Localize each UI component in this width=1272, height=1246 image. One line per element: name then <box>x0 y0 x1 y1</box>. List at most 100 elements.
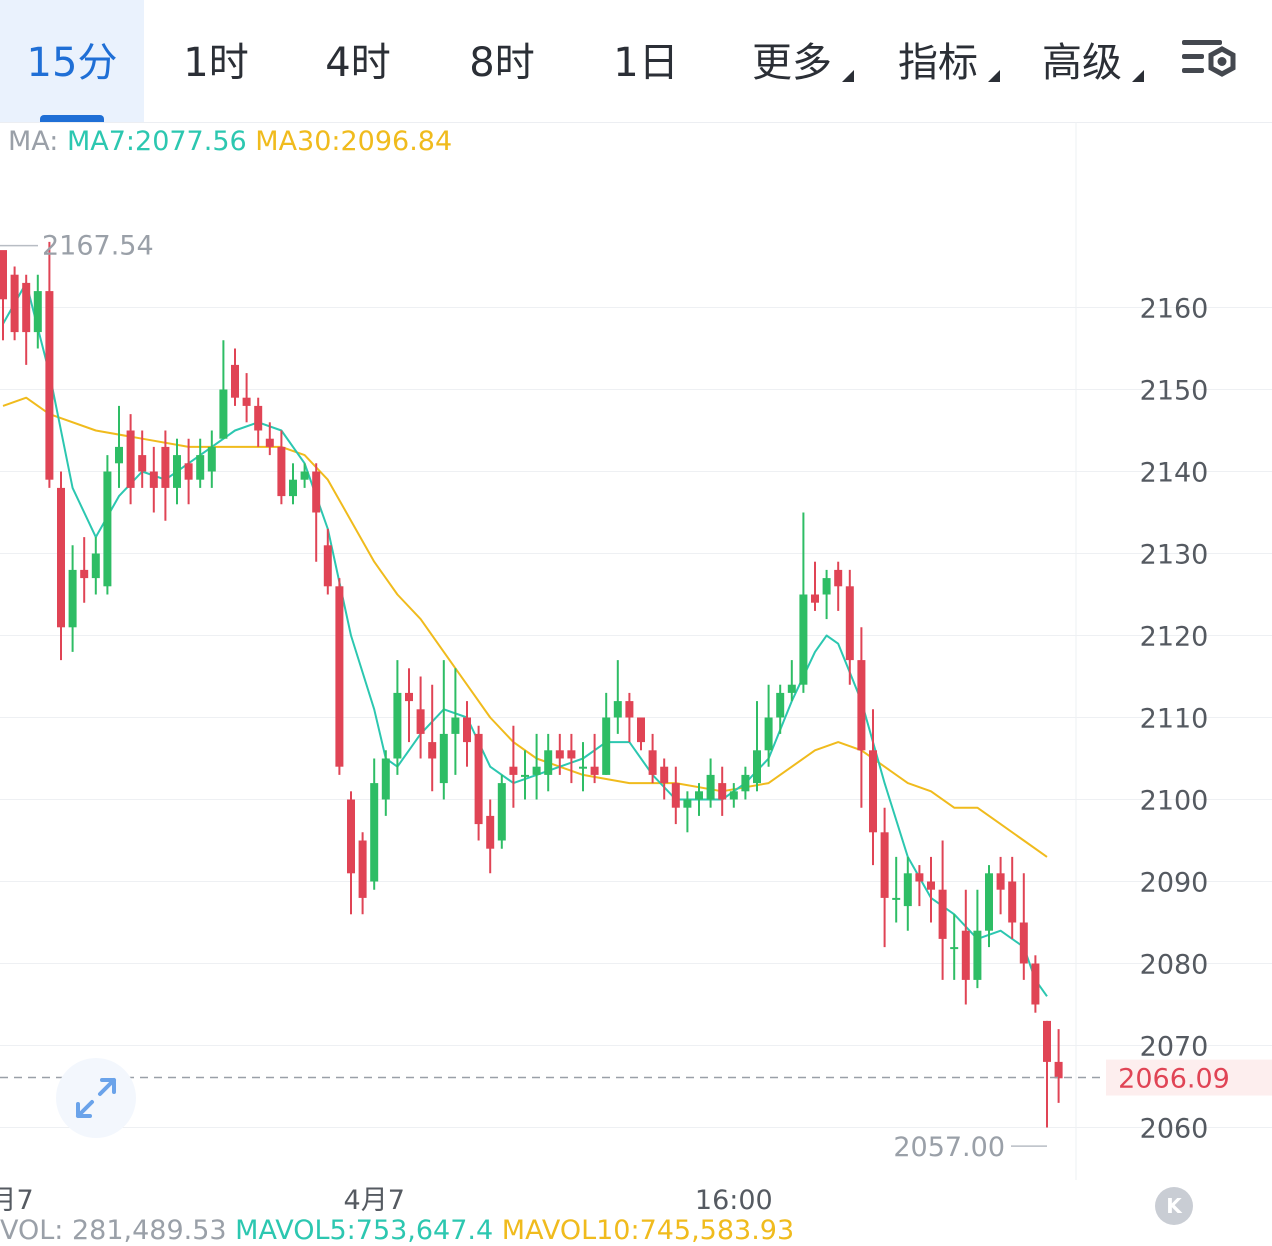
tab-1h[interactable]: 1时 <box>164 0 268 122</box>
candle <box>33 274 42 349</box>
candle <box>138 430 147 488</box>
candle <box>509 725 518 808</box>
candle-body <box>961 930 970 980</box>
candle <box>648 733 657 784</box>
tab-advanced[interactable]: 高级 <box>1036 0 1144 122</box>
vol-value: VOL: 281,489.53 <box>0 1215 227 1246</box>
candle <box>1031 955 1040 1013</box>
candle <box>822 569 831 620</box>
mavol10-value: MAVOL10:745,583.93 <box>501 1215 795 1246</box>
candle <box>973 889 982 989</box>
candle <box>242 373 251 423</box>
low-price-label: 2057.00 <box>893 1132 1005 1163</box>
candle-body <box>103 471 112 587</box>
candle <box>219 340 228 439</box>
candle <box>323 528 332 595</box>
candle <box>347 791 355 915</box>
candle <box>985 865 993 948</box>
grid-lines <box>0 122 1272 1180</box>
candle <box>428 684 437 792</box>
candle <box>799 512 808 693</box>
tab-label: 15分 <box>26 40 118 86</box>
fullscreen-button[interactable] <box>56 1058 136 1138</box>
y-axis-tick-label: 2140 <box>1140 458 1209 489</box>
candle <box>671 766 680 825</box>
candle-body <box>207 446 216 472</box>
candle <box>184 438 193 505</box>
candle-body <box>149 471 158 488</box>
candle-body <box>68 569 77 628</box>
candle-body <box>474 733 483 825</box>
chart-settings-icon <box>1182 40 1236 77</box>
candle <box>254 397 263 447</box>
candle-body <box>184 463 193 480</box>
candle <box>0 250 7 341</box>
candle-body <box>300 471 309 480</box>
candle-body <box>463 717 471 743</box>
jump-to-latest-icon: K <box>1166 1194 1182 1218</box>
candle <box>869 709 877 866</box>
candle <box>335 578 344 775</box>
candle-body <box>857 660 866 751</box>
tab-1d[interactable]: 1日 <box>594 0 698 122</box>
candlestick-chart[interactable]: 2060 2070 2080 2090 2100 2110 2120 2130 2140 2150… <box>0 122 1272 1212</box>
candle-body <box>950 947 959 950</box>
candle-body <box>335 586 344 767</box>
candle-body <box>219 389 228 439</box>
candle <box>474 725 483 841</box>
candle <box>532 733 541 800</box>
candle <box>149 446 158 513</box>
candle <box>80 537 89 603</box>
candle <box>416 676 425 759</box>
y-axis-tick-label: 2150 <box>1140 376 1209 407</box>
candle <box>996 856 1005 915</box>
expand-arrows-icon <box>76 1078 116 1118</box>
last-price-label: 2066.09 <box>1118 1064 1230 1095</box>
candle <box>358 832 367 915</box>
candle-body <box>80 569 89 579</box>
candle <box>950 914 959 980</box>
candle <box>265 422 274 456</box>
candle-body <box>996 873 1005 890</box>
candle-body <box>323 545 332 587</box>
candle <box>938 840 947 980</box>
candle <box>845 569 854 685</box>
candle-body <box>381 758 390 800</box>
x-axis-tick-label: 4月7 <box>0 1185 34 1212</box>
candle-body <box>115 446 123 464</box>
candle <box>486 799 495 874</box>
candle <box>706 758 715 808</box>
candle <box>103 455 112 595</box>
candle-body <box>91 553 100 579</box>
candle <box>45 241 54 488</box>
tab-indicators[interactable]: 指标 <box>892 0 1000 122</box>
candle-body <box>660 766 669 784</box>
y-axis-tick-label: 2120 <box>1140 622 1209 653</box>
tab-label: 指标 <box>898 40 978 86</box>
candle-body <box>347 799 355 874</box>
candle-body <box>0 250 7 300</box>
candle-body <box>590 766 599 775</box>
chart-settings-button[interactable] <box>1180 36 1242 88</box>
tab-8h[interactable]: 8时 <box>450 0 554 122</box>
candle-body <box>173 455 181 488</box>
candle <box>1043 1020 1051 1128</box>
y-axis-tick-label: 2100 <box>1140 786 1209 817</box>
tab-4h[interactable]: 4时 <box>306 0 410 122</box>
candle <box>405 668 413 743</box>
candle <box>1008 856 1017 939</box>
candle <box>231 348 239 406</box>
candle <box>1019 873 1028 980</box>
tab-label: 4时 <box>325 40 391 86</box>
candle-body <box>683 799 692 808</box>
candle-body <box>509 766 518 775</box>
tab-15min[interactable]: 15分 <box>0 0 144 122</box>
last-price-tag <box>1106 1059 1272 1096</box>
candle-body <box>753 750 761 784</box>
ma-legend-prefix: MA: <box>8 126 59 157</box>
candle-body <box>695 791 703 800</box>
jump-to-latest-button[interactable]: K <box>1155 1187 1193 1225</box>
volume-legend: VOL: 281,489.53 MAVOL5:753,647.4 MAVOL10… <box>0 1216 794 1246</box>
tab-more[interactable]: 更多 <box>746 0 854 122</box>
candle-body <box>613 701 622 718</box>
